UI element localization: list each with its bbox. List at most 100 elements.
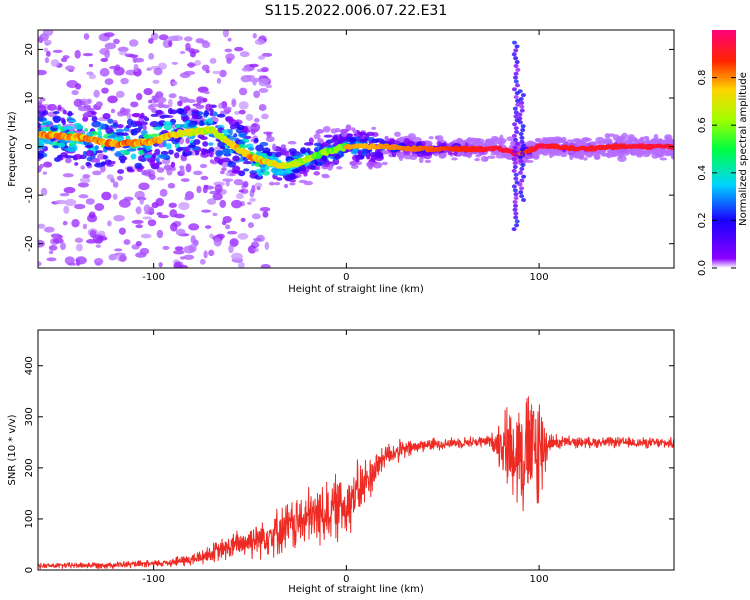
- spectrogram-blob: [510, 140, 516, 146]
- spectrogram-noise-blob: [39, 33, 49, 42]
- spectrogram-spike-blob: [521, 174, 527, 179]
- spectrogram-blob: [216, 113, 226, 118]
- spectrogram-blob: [110, 108, 116, 114]
- spectrogram-blob: [134, 162, 143, 169]
- spectrogram-spike-blob: [513, 79, 519, 84]
- spectrogram-spike-blob: [513, 215, 519, 220]
- spectrogram-blob: [643, 135, 650, 140]
- spectrogram-noise-blob: [214, 184, 223, 193]
- spectrogram-noise-blob: [241, 67, 250, 72]
- spectrogram-noise-blob: [46, 50, 51, 57]
- spectrogram-blob: [183, 106, 191, 112]
- spectrogram-noise-blob: [183, 254, 195, 260]
- spectrogram-blob: [176, 108, 185, 115]
- spectrogram-noise-blob: [100, 57, 109, 62]
- spectrogram-noise-blob: [179, 50, 186, 55]
- spectrogram-spike-blob: [518, 190, 524, 195]
- spectrogram-spike-blob: [517, 155, 523, 160]
- spectrogram-noise-blob: [201, 41, 211, 49]
- spectrogram-blob: [233, 133, 238, 138]
- spectrogram-blobs: [38, 30, 674, 268]
- spectrogram-blob: [207, 117, 213, 124]
- spectrogram-blob: [163, 164, 174, 171]
- spectrogram-blob: [355, 155, 360, 163]
- spectrogram-spike-blob: [519, 151, 525, 156]
- spectrogram-blob: [398, 154, 404, 162]
- spectrogram-blob: [119, 149, 130, 154]
- spectrogram-blob: [62, 109, 67, 115]
- spectrogram-blob: [80, 165, 86, 170]
- spectrogram-blob: [181, 115, 190, 122]
- spectrogram-blob: [47, 103, 57, 111]
- spectrogram-blob: [236, 124, 245, 131]
- spectrogram-blob: [497, 140, 503, 146]
- spectrogram-noise-blob: [209, 57, 217, 64]
- spectrogram-noise-blob: [148, 173, 156, 180]
- spectrogram-blob: [355, 161, 363, 166]
- spectrogram-blob: [39, 97, 46, 102]
- spectrogram-blob: [179, 167, 185, 175]
- spectrogram-blob: [39, 163, 44, 169]
- spectrogram-blob: [122, 111, 129, 116]
- spectrogram-blob: [94, 162, 104, 168]
- spectrogram-blob: [147, 171, 152, 176]
- spectrogram-noise-blob: [152, 79, 160, 84]
- spectrogram-noise-blob: [234, 46, 244, 52]
- spectrogram-noise-blob: [168, 202, 177, 208]
- spectrogram-blob: [205, 149, 211, 154]
- x-tick-label: 100: [530, 574, 549, 585]
- spectrogram-noise-blob: [219, 69, 227, 78]
- spectrogram-noise-blob: [118, 199, 131, 208]
- spectrogram-noise-blob: [153, 67, 163, 76]
- spectrogram-blob: [262, 170, 270, 176]
- spectrogram-noise-blob: [226, 230, 238, 235]
- spectrogram-spike-blob: [514, 44, 520, 49]
- spectrogram-blob: [616, 135, 626, 141]
- spectrogram-noise-blob: [213, 237, 222, 247]
- spectrogram-blob: [117, 124, 124, 129]
- spectrogram-blob: [209, 112, 214, 116]
- spectrogram-noise-blob: [44, 39, 52, 45]
- spectrogram-blob: [221, 167, 227, 172]
- spectrogram-blob: [596, 148, 606, 155]
- spectrogram-blob: [67, 147, 77, 153]
- spectrogram-blob: [186, 99, 196, 104]
- spectrogram-spike-blob: [512, 161, 518, 166]
- colorbar-gradient: [712, 30, 736, 268]
- spectrogram-blob: [280, 144, 287, 149]
- spectrogram-blob: [317, 138, 324, 144]
- spectrogram-blob: [322, 125, 331, 133]
- spectrogram-blob: [221, 129, 228, 134]
- spectrogram-noise-blob: [48, 250, 54, 255]
- colorbar-tick-label: 0.6: [697, 117, 708, 133]
- spectrogram-noise-blob: [245, 113, 254, 121]
- spectrogram-noise-blob: [88, 63, 93, 68]
- spectrogram-spike-blob: [517, 182, 523, 187]
- spectrogram-blob: [74, 124, 83, 130]
- spectrogram-blob: [582, 157, 588, 161]
- spectrogram-blob: [313, 142, 323, 147]
- spectrogram-blob: [187, 122, 196, 128]
- spectrogram-blob: [162, 121, 172, 126]
- spectrogram-noise-blob: [135, 207, 141, 213]
- spectrogram-spike-blob: [513, 48, 519, 53]
- spectrogram-noise-blob: [258, 55, 266, 60]
- spectrogram-blob: [330, 128, 338, 134]
- spectrogram-blob: [99, 123, 106, 130]
- spectrogram-blob: [250, 128, 256, 135]
- spectrogram-spike-blob: [520, 163, 526, 168]
- spectrogram-blob: [336, 166, 343, 170]
- spectrogram-blob: [151, 133, 159, 137]
- spectrogram-blob: [102, 112, 111, 120]
- spectrogram-spike-blob: [513, 203, 519, 208]
- spectrogram-blob: [84, 145, 94, 149]
- spectrogram-spike-blob: [513, 71, 519, 76]
- spectrogram-spike-blob: [514, 223, 520, 228]
- spectrogram-noise-blob: [86, 71, 94, 76]
- spectrogram-spike-blob: [517, 116, 523, 121]
- spectrogram-blob: [81, 100, 87, 106]
- spectrogram-noise-blob: [180, 178, 190, 182]
- spectrogram-blob: [366, 154, 371, 160]
- spectrogram-blob: [371, 126, 377, 130]
